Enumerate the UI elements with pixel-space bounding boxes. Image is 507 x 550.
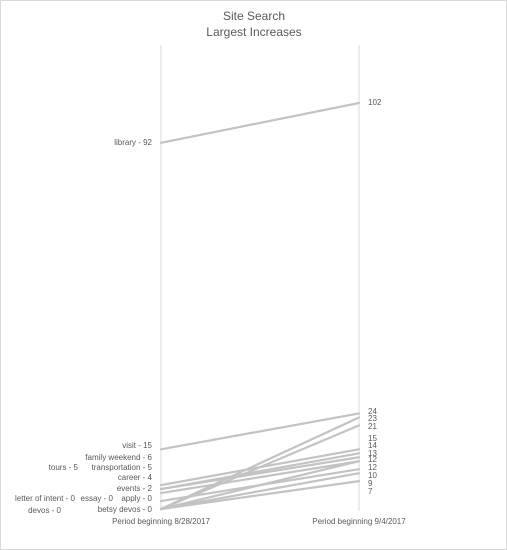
start-label-transportation: transportation - 5	[92, 463, 153, 472]
series-line-visit	[159, 412, 361, 451]
start-label-family-weekend: family weekend - 6	[85, 453, 152, 462]
start-label-library: library - 92	[114, 138, 152, 147]
end-label-transportation: 13	[368, 449, 377, 458]
end-label-letter-of-intent: 7	[368, 487, 373, 496]
series-line-transportation	[159, 456, 361, 491]
series-line-betsy-devos	[159, 424, 361, 511]
period-label-start: Period beginning 8/28/2017	[112, 517, 210, 526]
chart-subtitle: Largest Increases	[206, 25, 301, 39]
end-label-events: 10	[368, 471, 377, 480]
start-label-apply: apply - 0	[121, 494, 152, 503]
end-label-apply: 12	[368, 463, 377, 472]
series-line-devos	[159, 416, 361, 511]
end-label-library: 102	[368, 98, 382, 107]
start-label-devos: devos - 0	[28, 506, 61, 515]
series-line-letter-of-intent	[159, 480, 361, 511]
end-label-tours: 14	[368, 441, 377, 450]
series-line-career	[159, 460, 361, 495]
start-label-betsy-devos: betsy devos - 0	[98, 505, 153, 514]
end-label-visit: 24	[368, 407, 377, 416]
end-label-family-weekend: 15	[368, 434, 377, 443]
series-line-essay	[159, 472, 361, 511]
series-line-library	[159, 101, 361, 144]
chart-title: Site Search	[223, 9, 285, 23]
start-label-essay: essay - 0	[81, 494, 114, 503]
start-label-visit: visit - 15	[122, 441, 152, 450]
start-label-tours: tours - 5	[49, 463, 79, 472]
end-label-devos: 23	[368, 414, 377, 423]
start-label-career: career - 4	[118, 473, 153, 482]
start-label-letter-of-intent: letter of intent - 0	[15, 494, 76, 503]
end-label-essay: 9	[368, 479, 373, 488]
end-label-career: 12	[368, 455, 377, 464]
period-label-end: Period beginning 9/4/2017	[312, 517, 406, 526]
series-line-apply	[159, 460, 361, 511]
start-label-events: events - 2	[117, 484, 153, 493]
end-label-betsy-devos: 21	[368, 422, 377, 431]
